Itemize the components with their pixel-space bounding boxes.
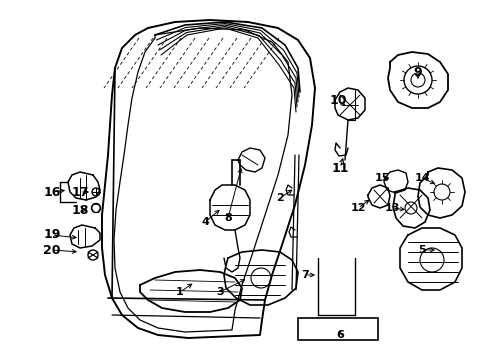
Text: 4: 4 [201,217,209,227]
Text: 20: 20 [43,243,61,256]
Text: 15: 15 [374,173,390,183]
Text: 13: 13 [384,203,400,213]
Text: 19: 19 [43,229,61,242]
Text: 18: 18 [72,203,89,216]
Text: 10: 10 [329,94,347,107]
Text: 8: 8 [224,213,232,223]
Text: 2: 2 [276,193,284,203]
Bar [298,318,378,340]
Text: 6: 6 [336,330,344,340]
Text: 9: 9 [414,66,422,78]
Text: 7: 7 [301,270,309,280]
Text: 5: 5 [418,245,426,255]
Text: 3: 3 [216,287,224,297]
Text: 14: 14 [414,173,430,183]
Text: 17: 17 [71,185,89,198]
Text: 11: 11 [331,162,349,175]
Text: 1: 1 [176,287,184,297]
Text: 12: 12 [350,203,366,213]
Text: 16: 16 [43,185,61,198]
